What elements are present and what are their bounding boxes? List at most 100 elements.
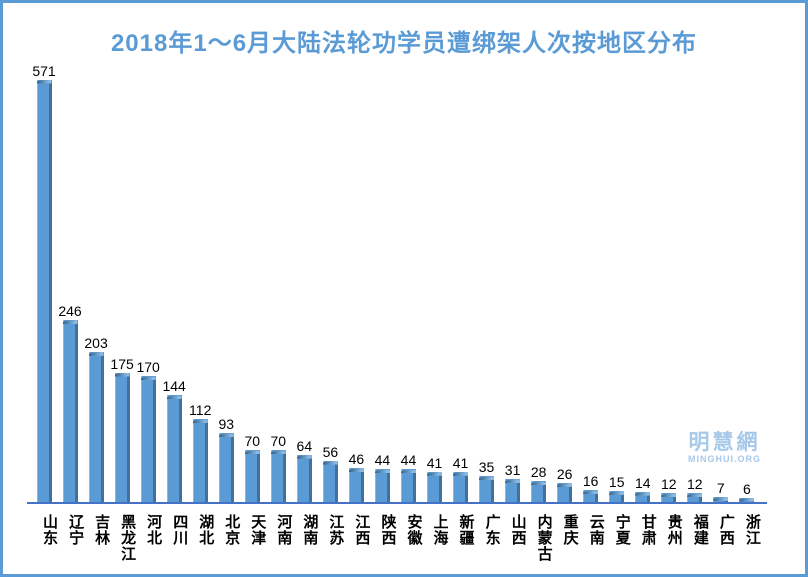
bar (88, 351, 104, 502)
bar-top-cap (635, 491, 651, 496)
x-axis-line (27, 502, 767, 504)
bar-column: 7 (708, 481, 734, 502)
x-axis-label: 湖北 (197, 514, 215, 546)
bar (453, 471, 469, 502)
bar-top-cap (296, 454, 312, 459)
bar (348, 468, 364, 502)
bar (635, 491, 651, 502)
bar (661, 493, 677, 502)
x-axis-label: 上海 (431, 514, 449, 546)
value-label: 28 (530, 464, 547, 481)
value-label: 6 (742, 480, 751, 497)
value-label: 41 (452, 454, 469, 471)
bar (426, 471, 442, 502)
x-axis-label: 江西 (353, 514, 371, 546)
x-axis-label: 广东 (483, 514, 501, 546)
x-axis-label: 吉林 (93, 514, 111, 546)
bar (687, 493, 703, 502)
bar-column: 170 (135, 360, 161, 502)
x-axis-label: 陕西 (379, 514, 397, 546)
bar (583, 490, 599, 502)
bar-column: 12 (682, 477, 708, 502)
bar-column: 56 (317, 445, 343, 502)
bar (244, 450, 260, 502)
value-label: 64 (296, 437, 313, 454)
value-label: 44 (400, 452, 417, 469)
bar-column: 44 (369, 453, 395, 502)
bar-column: 15 (604, 475, 630, 502)
bar-top-cap (88, 351, 104, 356)
bar-top-cap (62, 320, 78, 324)
x-axis-label: 山东 (41, 514, 59, 546)
value-label: 15 (608, 473, 625, 490)
value-label: 56 (322, 443, 339, 460)
bar-top-cap (557, 482, 573, 487)
x-axis-label: 山西 (509, 514, 527, 546)
value-label: 41 (426, 454, 443, 471)
x-axis-label: 重庆 (561, 514, 579, 546)
x-axis-label: 辽宁 (67, 514, 85, 546)
bar-top-cap (36, 79, 52, 84)
bar (218, 433, 234, 502)
value-label: 14 (634, 474, 651, 491)
bar-top-cap (505, 479, 521, 484)
x-axis-label: 广西 (717, 514, 735, 546)
bar-column: 246 (57, 304, 83, 502)
bar-top-cap (400, 469, 416, 474)
value-label: 175 (110, 355, 134, 372)
bar-top-cap (114, 372, 130, 377)
bar-column: 12 (656, 477, 682, 502)
x-axis-label: 江苏 (327, 514, 345, 546)
bar-top-cap (687, 493, 703, 498)
bar-column: 46 (343, 452, 369, 502)
value-label: 7 (716, 479, 725, 496)
bar-top-cap (426, 471, 442, 476)
bar-column: 144 (161, 379, 187, 502)
x-axis-label: 湖南 (301, 514, 319, 546)
bar-column: 28 (526, 465, 552, 502)
value-label: 12 (660, 476, 677, 493)
x-axis-label: 四川 (171, 514, 189, 546)
bar-column: 26 (552, 467, 578, 502)
bar (739, 497, 755, 502)
bar-column: 203 (83, 336, 109, 502)
x-axis-label: 黑龙江 (119, 514, 137, 562)
bar-top-cap (531, 481, 547, 486)
value-label: 246 (58, 303, 82, 319)
value-label: 26 (556, 465, 573, 482)
bar (192, 419, 208, 502)
bar-top-cap (192, 419, 208, 424)
bar-column: 93 (213, 417, 239, 502)
bar-top-cap (661, 493, 677, 498)
bar-column: 44 (395, 453, 421, 502)
bar-column: 175 (109, 355, 135, 502)
value-label: 203 (84, 334, 108, 351)
value-label: 170 (136, 359, 160, 376)
bar (322, 460, 338, 502)
watermark-site-name: 明慧網 (688, 430, 761, 454)
bars-row: 571 246 203 175 170 144 112 93 70 70 64 56 46 44 44 41 4… (31, 42, 760, 502)
value-label: 144 (162, 378, 186, 395)
x-axis-label: 河南 (275, 514, 293, 546)
x-axis-label: 安徽 (405, 514, 423, 546)
value-label: 31 (504, 462, 521, 479)
x-axis-label: 浙江 (743, 514, 761, 546)
bar-column: 70 (265, 434, 291, 502)
x-axis-label: 内蒙古 (535, 514, 553, 562)
bar-top-cap (739, 497, 755, 502)
bar (270, 450, 286, 502)
value-label: 571 (32, 62, 56, 79)
value-label: 93 (218, 416, 235, 433)
value-label: 70 (270, 433, 287, 450)
bar-top-cap (218, 433, 234, 438)
bar-top-cap (348, 468, 364, 472)
axis-labels-row: 山东 辽宁 吉林 黑龙江 河北 四川 湖北 北京 天津 河南 湖南 江苏 江西 陕西 安徽 上海 新疆 广东 山西内… (31, 514, 761, 562)
bar (140, 376, 156, 502)
bar (296, 454, 312, 502)
x-axis-label: 河北 (145, 514, 163, 546)
bar-column: 70 (239, 434, 265, 502)
bar-top-cap (374, 469, 390, 474)
bar (400, 469, 416, 502)
value-label: 12 (687, 476, 703, 493)
